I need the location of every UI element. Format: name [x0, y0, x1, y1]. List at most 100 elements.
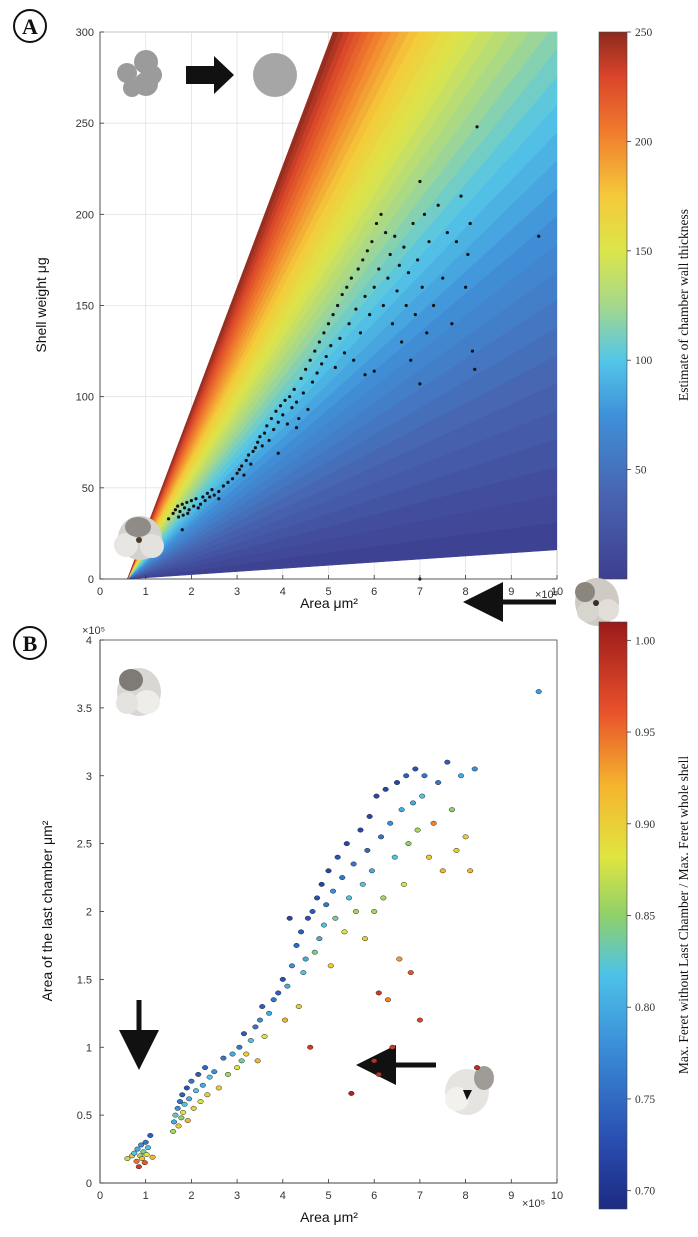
point-b-52: [259, 1004, 266, 1009]
point-b-37: [206, 1074, 213, 1080]
point-a-116: [384, 230, 388, 235]
x-tick-label-a-1: 1: [143, 586, 149, 598]
point-a-84: [310, 380, 315, 384]
plot-b-axes: 0 1 2 3 4 5 6 7 8 9 10 0 0.5 1 1.5 2 2.5 3 3.5 4: [77, 635, 563, 1202]
point-a-131: [418, 179, 422, 184]
point-b-79: [332, 915, 339, 921]
point-a-133: [422, 212, 427, 216]
point-a-81: [304, 367, 308, 371]
point-a-41: [201, 495, 205, 499]
point-a-40: [198, 502, 203, 506]
point-a-93: [331, 313, 335, 317]
point-b-10: [141, 1160, 148, 1166]
point-a-140: [450, 322, 454, 326]
point-b-55: [270, 997, 277, 1003]
point-a-120: [393, 234, 397, 238]
point-b-17: [170, 1119, 178, 1125]
y-tick-label-b-3: 1.5: [77, 974, 92, 986]
point-a-75: [290, 406, 294, 410]
point-b-69: [309, 909, 316, 914]
panel-b: B ×10⁵: [13, 516, 691, 1225]
fan-band-39: [127, 32, 339, 579]
y-tick-label-a-6: 300: [76, 27, 94, 39]
point-a-53: [240, 464, 244, 468]
point-b-61: [288, 963, 295, 969]
point-a-66: [269, 416, 273, 421]
colorbar-b-tick-label-4: 0.90: [635, 819, 655, 831]
point-a-147: [473, 367, 477, 371]
point-b-131: [371, 909, 378, 914]
point-b-35: [202, 1065, 209, 1071]
point-b-2: [131, 1150, 138, 1156]
point-a-95: [336, 303, 340, 308]
y-tick-label-b-6: 3: [86, 771, 92, 783]
fan-band-33: [127, 32, 376, 579]
point-a-36: [189, 498, 193, 503]
fan-band-35: [127, 32, 362, 579]
point-a-154: [276, 451, 280, 455]
point-a-43: [205, 491, 209, 495]
point-b-16: [170, 1128, 177, 1134]
point-a-55: [244, 458, 248, 463]
point-b-47: [243, 1051, 250, 1057]
point-b-23: [179, 1092, 186, 1098]
x-tick-label-b-5: 5: [325, 1190, 331, 1202]
point-b-104: [394, 780, 401, 785]
plot-b-xlabel: Area μm²: [300, 1209, 358, 1225]
point-a-121: [395, 289, 399, 293]
point-b-102: [389, 1044, 396, 1050]
point-a-107: [363, 294, 367, 298]
point-a-44: [208, 495, 212, 499]
x-tick-label-b-4: 4: [280, 1190, 286, 1202]
point-b-15: [149, 1154, 156, 1160]
point-b-90: [362, 936, 369, 942]
point-b-28: [186, 1096, 193, 1102]
point-b-85: [348, 1090, 355, 1096]
point-b-114: [416, 1017, 423, 1023]
y-tick-label-a-3: 150: [76, 301, 94, 313]
point-b-97: [378, 834, 385, 840]
y-tick-label-b-1: 0.5: [77, 1110, 92, 1122]
colorbar-a-label: Estimate of chamber wall thickness: [676, 209, 691, 401]
point-a-118: [388, 252, 392, 257]
x-tick-label-b-8: 8: [463, 1190, 469, 1202]
shell-photo-2: [116, 668, 161, 716]
point-a-87: [317, 340, 321, 344]
point-a-149: [537, 234, 541, 238]
y-tick-label-b-0: 0: [86, 1178, 92, 1190]
point-b-130: [375, 1071, 382, 1077]
plot-b-y-multiplier: ×10⁵: [82, 625, 105, 637]
y-tick-label-a-1: 50: [82, 483, 94, 495]
point-a-134: [425, 331, 429, 335]
point-b-119: [435, 780, 442, 785]
colorbar-a-ticks: 50 100 150 200 250: [627, 27, 653, 477]
shell-photo-3: [575, 578, 619, 626]
point-b-0: [124, 1156, 131, 1162]
point-b-32: [195, 1071, 202, 1077]
point-a-35: [187, 508, 191, 512]
point-a-106: [361, 258, 365, 262]
colorbar-b-tick-label-2: 0.80: [635, 1002, 655, 1014]
point-b-109: [405, 841, 412, 847]
point-b-81: [339, 875, 346, 881]
point-a-112: [374, 221, 379, 226]
point-a-143: [464, 285, 468, 289]
point-b-93: [368, 868, 375, 874]
point-a-145: [468, 221, 472, 226]
colorbar-a-tick-label-0: 50: [635, 465, 647, 477]
point-a-71: [281, 413, 285, 417]
x-tick-label-a-4: 4: [280, 586, 286, 598]
x-tick-label-a-10: 10: [551, 586, 563, 598]
plot-b-points: [124, 689, 542, 1170]
point-b-100: [384, 997, 391, 1003]
colorbar-a: [598, 31, 628, 580]
point-b-101: [387, 820, 394, 826]
point-a-86: [315, 371, 319, 375]
colorbar-b: [598, 621, 628, 1210]
point-b-36: [204, 1092, 211, 1098]
point-a-47: [217, 489, 221, 494]
point-b-107: [400, 881, 407, 887]
shell-photo-1: [114, 516, 164, 560]
colorbar-b-tick-label-5: 0.95: [635, 727, 655, 739]
